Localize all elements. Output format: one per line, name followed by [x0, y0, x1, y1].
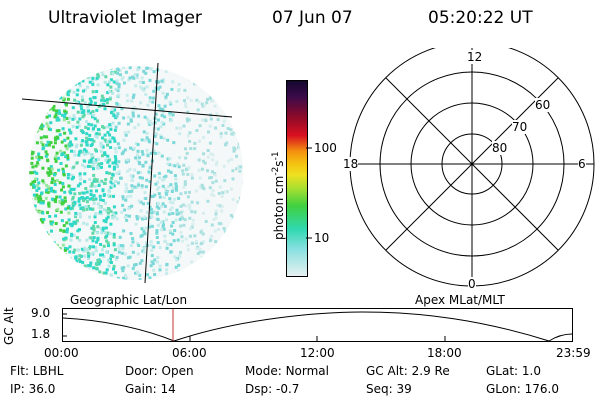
app-title: Ultraviolet Imager: [48, 8, 202, 28]
info-seq: Seq: 39: [366, 382, 412, 396]
mlt-label-top: 12: [467, 50, 483, 64]
mlt-label-left: 18: [343, 157, 359, 171]
info-gain: Gain: 14: [125, 382, 176, 396]
orbit-xtick-1: 06:00: [172, 346, 207, 360]
lat-label-60: 60: [535, 98, 551, 112]
orbit-ytick-low: 1.8: [31, 327, 51, 341]
orbit-left-title: Geographic Lat/Lon: [70, 293, 188, 307]
info-ip: IP: 36.0: [10, 382, 56, 396]
orbit-altitude-plot: [62, 308, 573, 342]
info-glon: GLon: 176.0: [486, 382, 559, 396]
info-glat: GLat: 1.0: [486, 364, 542, 378]
info-flt: Flt: LBHL: [10, 364, 64, 378]
lat-label-70: 70: [512, 120, 528, 134]
colorbar-unit-label: photon cm-2s-1: [271, 151, 286, 240]
colorbar-tick-100: 100: [314, 141, 337, 155]
color-scale-bar: [286, 80, 308, 277]
polar-grid: [349, 48, 595, 287]
info-dsp: Dsp: -0.7: [245, 382, 300, 396]
colorbar-tick-10: 10: [314, 231, 330, 245]
info-gc-alt: GC Alt: 2.9 Re: [366, 364, 450, 378]
orbit-xtick-4: 23:59: [556, 346, 591, 360]
uv-image-disk: [21, 62, 243, 284]
color-scale-ticks: [306, 147, 312, 239]
info-door: Door: Open: [125, 364, 194, 378]
header-time: 05:20:22 UT: [428, 8, 533, 28]
orbit-ytick-high: 9.0: [31, 306, 51, 320]
disk-longitude-line: [144, 62, 159, 284]
orbit-xtick-0: 00:00: [44, 346, 79, 360]
orbit-ylabel: GC Alt: [2, 307, 16, 345]
header-date: 07 Jun 07: [272, 8, 353, 28]
mlt-label-right: 6: [578, 157, 586, 171]
disk-latitude-line: [21, 98, 233, 118]
orbit-right-title: Apex MLat/MLT: [415, 293, 505, 307]
orbit-xtick-2: 12:00: [300, 346, 335, 360]
lat-label-80: 80: [492, 141, 508, 155]
info-mode: Mode: Normal: [245, 364, 329, 378]
mlt-label-bottom: 0: [468, 277, 476, 291]
orbit-xtick-3: 18:00: [427, 346, 462, 360]
